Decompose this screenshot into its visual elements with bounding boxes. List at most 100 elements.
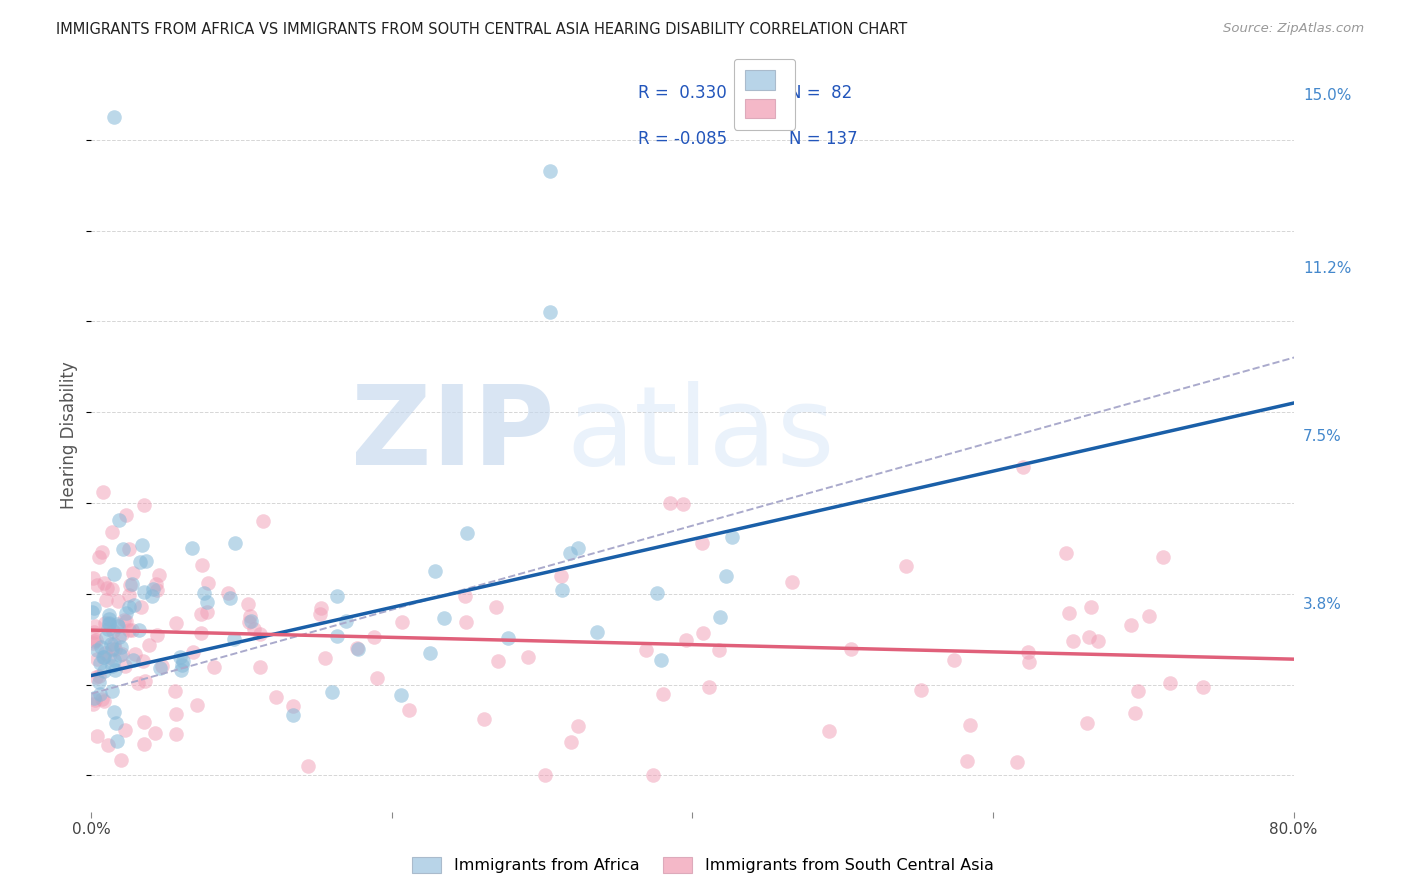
Point — [94, 631, 117, 645]
Point — [658, 496, 681, 510]
Legend: Immigrants from Africa, Immigrants from South Central Asia: Immigrants from Africa, Immigrants from … — [406, 850, 1000, 880]
Point — [672, 497, 695, 511]
Point — [195, 595, 218, 609]
Point — [108, 630, 131, 644]
Point — [100, 642, 122, 657]
Point — [118, 600, 141, 615]
Point — [1076, 715, 1098, 730]
Point — [110, 648, 132, 662]
Point — [1012, 459, 1035, 474]
Point — [83, 625, 105, 640]
Point — [122, 599, 145, 613]
Point — [170, 663, 193, 677]
Text: atlas: atlas — [567, 382, 835, 488]
Point — [108, 514, 131, 528]
Point — [425, 564, 447, 578]
Point — [943, 652, 966, 666]
Point — [96, 593, 118, 607]
Point — [87, 550, 110, 565]
Point — [959, 718, 981, 732]
Point — [165, 727, 187, 741]
Point — [121, 577, 143, 591]
Point — [567, 541, 589, 555]
Point — [1152, 549, 1174, 564]
Point — [122, 566, 145, 580]
Point — [326, 589, 349, 603]
Point — [697, 680, 720, 694]
Point — [83, 634, 105, 648]
Point — [165, 615, 187, 630]
Point — [956, 754, 979, 768]
Point — [118, 588, 141, 602]
Point — [101, 659, 124, 673]
Point — [240, 614, 263, 628]
Point — [896, 559, 918, 574]
Point — [1080, 600, 1102, 615]
Point — [84, 670, 107, 684]
Point — [692, 535, 714, 549]
Point — [1137, 608, 1160, 623]
Point — [550, 568, 572, 582]
Point — [496, 631, 519, 645]
Point — [560, 734, 582, 748]
Point — [283, 698, 305, 713]
Point — [321, 685, 343, 699]
Point — [100, 637, 122, 651]
Point — [146, 628, 169, 642]
Point — [224, 535, 246, 549]
Point — [1191, 681, 1213, 695]
Point — [720, 530, 742, 544]
Point — [129, 600, 152, 615]
Point — [645, 586, 668, 600]
Point — [91, 649, 114, 664]
Point — [128, 555, 150, 569]
Point — [1159, 676, 1181, 690]
Point — [91, 484, 114, 499]
Point — [650, 653, 672, 667]
Point — [534, 768, 557, 782]
Point — [586, 624, 609, 639]
Point — [1128, 683, 1150, 698]
Point — [101, 524, 124, 539]
Point — [101, 582, 124, 596]
Point — [97, 617, 120, 632]
Point — [219, 591, 242, 606]
Point — [93, 649, 115, 664]
Point — [103, 566, 125, 581]
Point — [132, 585, 155, 599]
Text: R =  0.330: R = 0.330 — [638, 85, 727, 103]
Point — [195, 605, 218, 619]
Point — [89, 669, 111, 683]
Point — [454, 589, 477, 603]
Point — [398, 703, 420, 717]
Point — [190, 558, 212, 572]
Point — [118, 541, 141, 556]
Point — [651, 687, 673, 701]
Point — [1017, 645, 1039, 659]
Point — [281, 707, 304, 722]
Point — [197, 575, 219, 590]
Point — [309, 601, 332, 615]
Point — [83, 600, 105, 615]
Point — [1087, 634, 1109, 648]
Point — [131, 654, 153, 668]
Point — [86, 729, 108, 743]
Point — [124, 647, 146, 661]
Point — [84, 632, 107, 647]
Point — [1123, 706, 1146, 720]
Point — [132, 498, 155, 512]
Point — [714, 569, 737, 583]
Point — [181, 644, 204, 658]
Point — [456, 526, 478, 541]
Point — [131, 538, 153, 552]
Point — [347, 641, 370, 656]
Point — [558, 546, 581, 560]
Point — [132, 737, 155, 751]
Point — [121, 623, 143, 637]
Point — [236, 597, 259, 611]
Point — [104, 715, 127, 730]
Point — [1054, 546, 1077, 560]
Point — [1057, 606, 1080, 620]
Point — [82, 571, 104, 585]
Y-axis label: Hearing Disability: Hearing Disability — [60, 361, 79, 508]
